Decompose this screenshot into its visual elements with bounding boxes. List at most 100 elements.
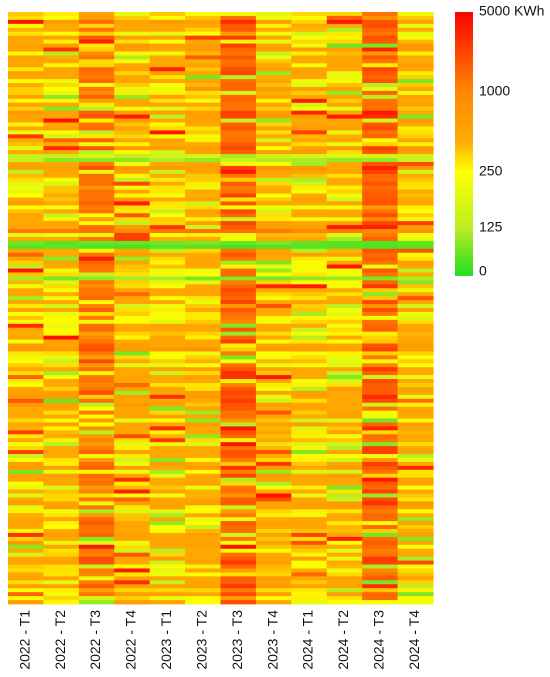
heatmap-cell	[362, 457, 399, 463]
heatmap-cell	[8, 323, 45, 329]
heatmap-cell	[149, 323, 186, 329]
heatmap-cell	[220, 59, 257, 64]
heatmap-cell	[362, 540, 399, 546]
heatmap-cell	[8, 465, 45, 471]
heatmap-cell	[326, 71, 363, 76]
heatmap-cell	[397, 35, 434, 41]
heatmap-cell	[326, 461, 363, 467]
heatmap-cell	[291, 315, 328, 321]
heatmap-cell	[326, 355, 363, 360]
heatmap-cell	[255, 469, 292, 475]
heatmap-cell	[220, 410, 257, 415]
heatmap-cell	[78, 292, 115, 297]
heatmap-cell	[114, 450, 151, 455]
heatmap-cell	[43, 544, 80, 550]
heatmap-cell	[8, 114, 45, 119]
heatmap-cell	[326, 35, 363, 41]
heatmap-cell	[114, 181, 151, 187]
heatmap-cell	[78, 323, 115, 329]
heatmap-cell	[362, 485, 399, 490]
heatmap-cell	[43, 497, 80, 502]
heatmap-cell	[397, 367, 434, 372]
heatmap-cell	[326, 217, 363, 222]
heatmap-cell	[78, 94, 115, 100]
heatmap-cell	[43, 126, 80, 131]
heatmap-cell	[43, 12, 80, 17]
heatmap-cell	[43, 339, 80, 344]
heatmap-cell	[8, 205, 45, 210]
heatmap-cell	[185, 173, 222, 179]
heatmap-cell	[255, 35, 292, 41]
heatmap-cell	[185, 122, 222, 127]
heatmap-cell	[149, 201, 186, 206]
heatmap-cell	[291, 181, 328, 187]
heatmap-cell	[397, 201, 434, 206]
heatmap-cell	[43, 493, 80, 498]
x-axis-tick-labels: 2022 - T1 2022 - T2 2022 - T3 2022 - T4 2023…	[16, 610, 422, 670]
heatmap-cell	[185, 229, 222, 234]
heatmap-cell	[8, 513, 45, 518]
heatmap-cell	[291, 284, 328, 289]
heatmap-cell	[78, 568, 115, 573]
heatmap-cell	[114, 552, 151, 558]
heatmap-cell	[185, 39, 222, 44]
heatmap-cell	[43, 169, 80, 175]
heatmap-cell	[220, 23, 257, 29]
heatmap-cell	[8, 296, 45, 301]
heatmap-cell	[8, 548, 45, 554]
heatmap-cell	[114, 315, 151, 321]
heatmap-cell	[362, 221, 399, 226]
heatmap-cell	[114, 426, 151, 431]
heatmap-cell	[8, 493, 45, 498]
heatmap-cell	[220, 481, 257, 486]
heatmap-cell	[114, 513, 151, 518]
heatmap-cell	[149, 98, 186, 104]
heatmap-cell	[8, 359, 45, 364]
heatmap-cell	[291, 75, 328, 80]
heatmap-cell	[397, 406, 434, 412]
heatmap-cell	[291, 272, 328, 277]
heatmap-cell	[114, 434, 151, 439]
heatmap-cell	[255, 248, 292, 254]
heatmap-cell	[220, 379, 257, 384]
heatmap-cell	[185, 596, 222, 601]
heatmap-cell	[397, 327, 434, 333]
heatmap-cell	[149, 23, 186, 29]
heatmap-cell	[149, 158, 186, 163]
heatmap-cell	[220, 189, 257, 194]
heatmap-cell	[114, 469, 151, 475]
heatmap-cell	[185, 327, 222, 333]
heatmap-cell	[78, 548, 115, 554]
heatmap-cell	[8, 146, 45, 151]
heatmap-cell	[291, 544, 328, 550]
heatmap-cell	[114, 197, 151, 202]
heatmap-cell	[220, 47, 257, 52]
heatmap-cell	[114, 363, 151, 368]
heatmap-cell	[8, 67, 45, 72]
heatmap-cell	[255, 252, 292, 258]
heatmap-cell	[8, 71, 45, 76]
heatmap-cell	[220, 264, 257, 269]
heatmap-cell	[362, 213, 399, 218]
heatmap-cell	[291, 110, 328, 116]
heatmap-cell	[8, 375, 45, 380]
heatmap-cell	[78, 402, 115, 408]
heatmap-cell	[43, 489, 80, 494]
heatmap-cell	[149, 300, 186, 305]
heatmap-cell	[8, 126, 45, 131]
heatmap-cell	[397, 592, 434, 597]
heatmap-cell	[397, 240, 434, 246]
heatmap-cell	[220, 158, 257, 163]
heatmap-cell	[149, 414, 186, 419]
heatmap-cell	[397, 505, 434, 510]
heatmap-cell	[43, 592, 80, 597]
heatmap-cell	[43, 568, 80, 573]
heatmap-cell	[255, 213, 292, 218]
heatmap-cell	[220, 256, 257, 262]
heatmap-cell	[8, 386, 45, 392]
heatmap-cell	[43, 398, 80, 404]
heatmap-cell	[149, 339, 186, 344]
heatmap-cell	[362, 410, 399, 415]
heatmap-cell	[114, 280, 151, 285]
heatmap-cell	[8, 252, 45, 258]
